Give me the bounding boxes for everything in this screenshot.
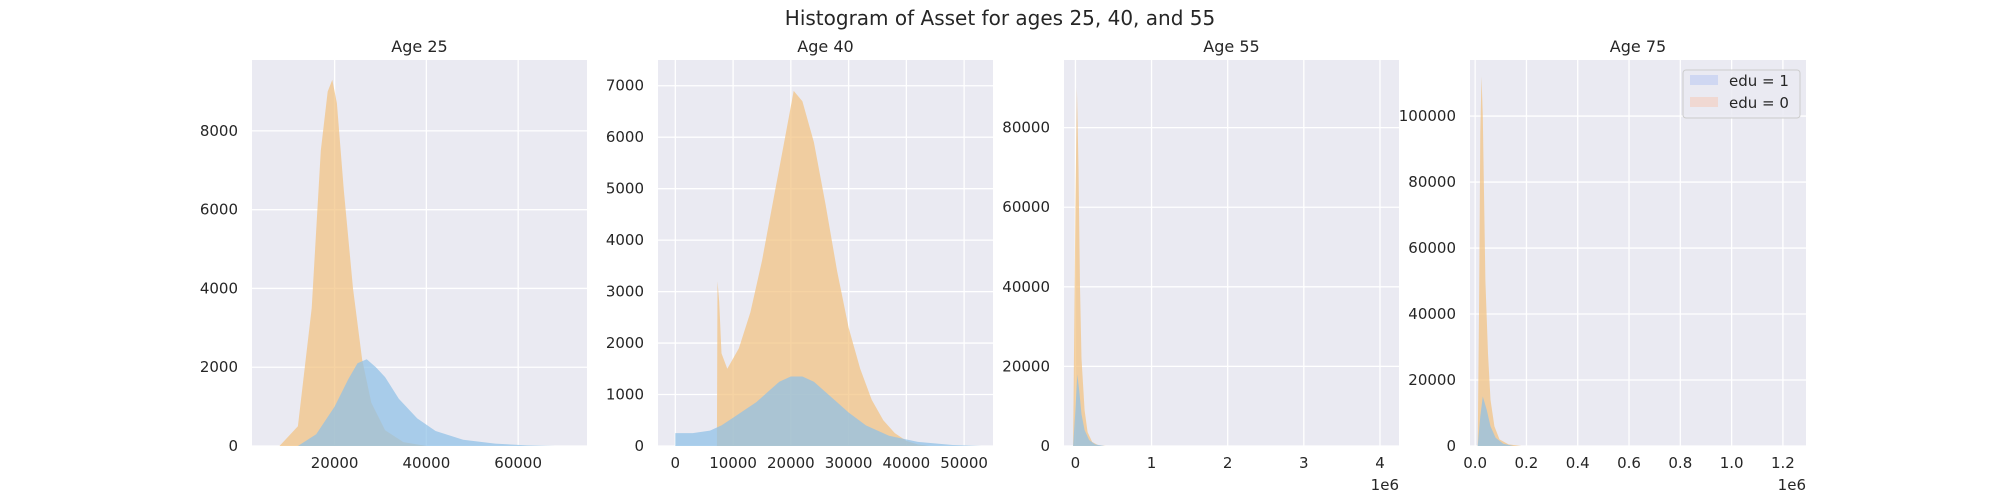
y-tick-label: 2000 bbox=[200, 358, 238, 376]
y-tick-label: 60000 bbox=[1408, 239, 1456, 257]
y-tick-label: 80000 bbox=[1002, 119, 1050, 137]
y-tick-label: 80000 bbox=[1408, 173, 1456, 191]
x-tick-label: 60000 bbox=[494, 454, 542, 472]
x-tick-label: 1 bbox=[1147, 454, 1157, 472]
subplot-age-55: 0 1 2 3 4 0 20000 40000 60000 80000 Age 55 1e6 bbox=[1002, 37, 1399, 494]
plot-area bbox=[252, 60, 587, 446]
subplot-age-25: 20000 40000 60000 0 2000 4000 6000 8000 Age 25 bbox=[200, 37, 587, 472]
x-tick-label: 0.6 bbox=[1617, 454, 1641, 472]
x-tick-label: 30000 bbox=[825, 454, 873, 472]
x-tick-label: 40000 bbox=[403, 454, 451, 472]
x-tick-label: 0.8 bbox=[1668, 454, 1692, 472]
x-tick-label: 0.4 bbox=[1566, 454, 1590, 472]
legend-label-edu-1: edu = 1 bbox=[1729, 72, 1789, 90]
y-tick-label: 20000 bbox=[1002, 357, 1050, 375]
x-tick-label: 10000 bbox=[709, 454, 757, 472]
subplot-title: Age 55 bbox=[1203, 37, 1259, 56]
histogram-edu-0 bbox=[1073, 87, 1106, 446]
y-tick-label: 4000 bbox=[200, 279, 238, 297]
y-tick-label: 0 bbox=[228, 437, 238, 455]
y-tick-label: 100000 bbox=[1399, 107, 1456, 125]
y-tick-label: 0 bbox=[1040, 437, 1050, 455]
histogram-edu-0 bbox=[675, 90, 930, 446]
subplot-age-40: 0 10000 20000 30000 40000 50000 0 1000 2000 3000 4… bbox=[606, 37, 993, 472]
histogram-edu-1 bbox=[675, 376, 982, 446]
x-tick-label: 0 bbox=[1071, 454, 1081, 472]
x-tick-label: 3 bbox=[1299, 454, 1309, 472]
legend-label-edu-0: edu = 0 bbox=[1729, 94, 1789, 112]
y-tick-label: 40000 bbox=[1408, 305, 1456, 323]
x-offset-label: 1e6 bbox=[1778, 476, 1806, 494]
x-tick-label: 2 bbox=[1223, 454, 1233, 472]
x-offset-label: 1e6 bbox=[1371, 476, 1399, 494]
x-tick-label: 4 bbox=[1375, 454, 1385, 472]
legend-swatch-edu-0 bbox=[1690, 97, 1718, 107]
y-tick-label: 8000 bbox=[200, 122, 238, 140]
x-tick-label: 50000 bbox=[940, 454, 988, 472]
figure-title: Histogram of Asset for ages 25, 40, and … bbox=[785, 6, 1215, 30]
y-tick-label: 4000 bbox=[606, 231, 644, 249]
y-tick-label: 0 bbox=[1446, 437, 1456, 455]
x-tick-label: 0 bbox=[671, 454, 681, 472]
histogram-edu-1 bbox=[297, 359, 555, 446]
legend: edu = 1 edu = 0 bbox=[1682, 69, 1801, 119]
histogram-edu-1 bbox=[1073, 374, 1105, 446]
y-tick-label: 1000 bbox=[606, 386, 644, 404]
y-tick-label: 2000 bbox=[606, 334, 644, 352]
x-tick-label: 20000 bbox=[311, 454, 359, 472]
x-tick-label: 1.0 bbox=[1720, 454, 1744, 472]
y-tick-label: 0 bbox=[634, 437, 644, 455]
x-tick-label: 0.0 bbox=[1463, 454, 1487, 472]
histogram-edu-0 bbox=[279, 79, 427, 446]
legend-swatch-edu-1 bbox=[1690, 75, 1718, 85]
y-tick-label: 6000 bbox=[606, 128, 644, 146]
x-tick-label: 40000 bbox=[883, 454, 931, 472]
x-tick-label: 20000 bbox=[767, 454, 815, 472]
y-tick-label: 6000 bbox=[200, 201, 238, 219]
subplot-title: Age 75 bbox=[1610, 37, 1666, 56]
y-tick-label: 20000 bbox=[1408, 371, 1456, 389]
x-tick-label: 1.2 bbox=[1771, 454, 1795, 472]
y-tick-label: 40000 bbox=[1002, 278, 1050, 296]
subplot-title: Age 25 bbox=[391, 37, 447, 56]
y-tick-label: 7000 bbox=[606, 77, 644, 95]
y-tick-label: 60000 bbox=[1002, 198, 1050, 216]
x-tick-label: 0.2 bbox=[1514, 454, 1538, 472]
subplot-age-75: 0.0 0.2 0.4 0.6 0.8 1.0 1.2 0 20000 40000 60000 800… bbox=[1399, 37, 1806, 494]
histogram-edu-1 bbox=[1477, 396, 1514, 446]
plot-area bbox=[1064, 60, 1399, 446]
subplot-title: Age 40 bbox=[797, 37, 853, 56]
y-tick-label: 3000 bbox=[606, 283, 644, 301]
y-tick-label: 5000 bbox=[606, 180, 644, 198]
